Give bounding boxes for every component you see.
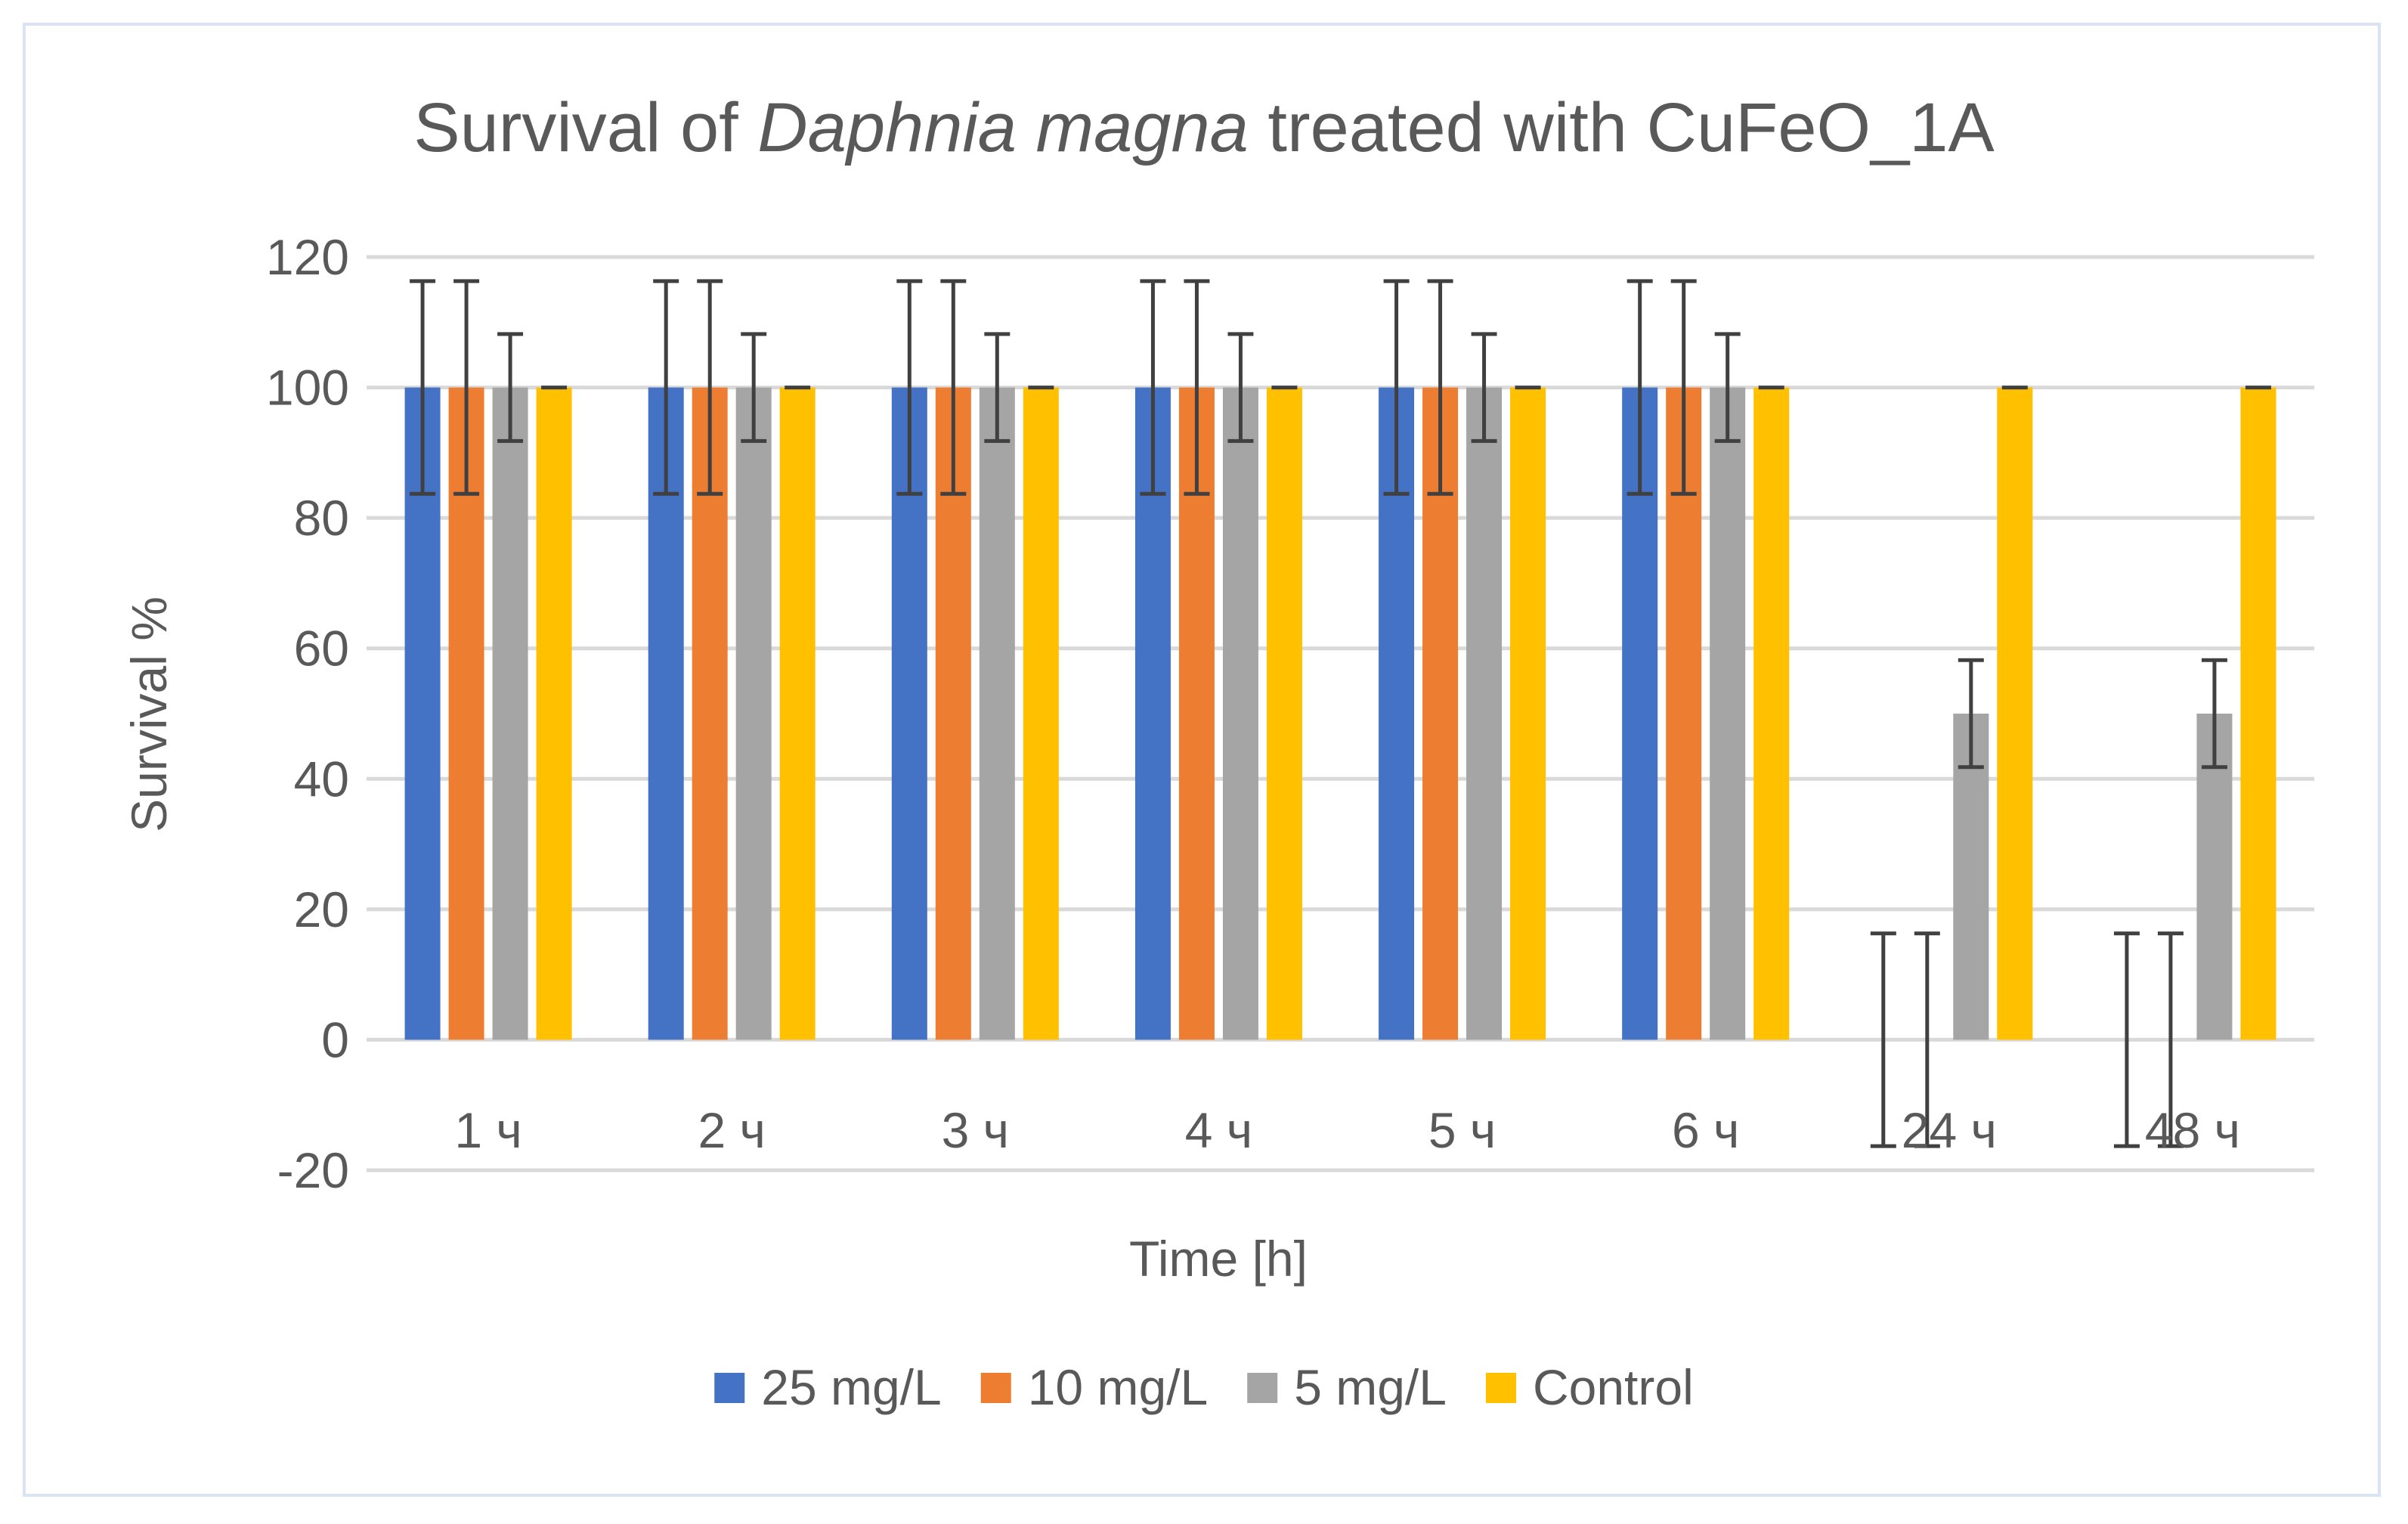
- bar: [648, 387, 684, 1040]
- bar: [1379, 387, 1415, 1040]
- bar: [1134, 387, 1171, 1040]
- bar: [1753, 387, 1790, 1040]
- chart-title-after: treated with CuFeO_1A: [1249, 89, 1995, 166]
- y-tick-label: 80: [294, 490, 349, 546]
- bar: [1422, 387, 1459, 1040]
- bar: [1622, 387, 1658, 1040]
- bar: [448, 387, 484, 1040]
- gridlines: [367, 255, 2314, 1172]
- bar: [404, 387, 441, 1040]
- bar: [891, 387, 927, 1040]
- error-bar: [1670, 279, 1697, 496]
- x-tick-label: 4 ч: [1185, 1102, 1252, 1158]
- bar: [1023, 387, 1059, 1040]
- error-bar: [2113, 931, 2140, 1148]
- error-bar: [741, 332, 767, 443]
- y-tick-label: 0: [321, 1011, 349, 1067]
- error-bar: [2201, 658, 2227, 770]
- x-tick-label: 1 ч: [454, 1102, 522, 1158]
- error-bars: [410, 279, 2271, 1148]
- legend-item: 5 mg/L: [1247, 1359, 1447, 1415]
- y-tick-label: 60: [294, 621, 349, 677]
- y-tick-label: 20: [294, 881, 349, 937]
- legend-item: 25 mg/L: [714, 1359, 942, 1415]
- chart-title-species: Daphnia magna: [757, 89, 1249, 166]
- legend-label: 10 mg/L: [1028, 1359, 1208, 1415]
- bar: [2240, 387, 2276, 1040]
- chart-title: Survival of Daphnia magna treated with C…: [413, 89, 1995, 166]
- bar: [1222, 387, 1258, 1040]
- error-bar: [984, 332, 1011, 443]
- error-bar: [1427, 279, 1453, 496]
- y-axis-title: Survival %: [121, 596, 177, 832]
- bars: [404, 387, 2276, 1040]
- bar: [492, 387, 528, 1040]
- bar: [735, 387, 772, 1040]
- error-bar: [1870, 931, 1896, 1148]
- bar: [779, 387, 816, 1040]
- error-bar: [1227, 332, 1254, 443]
- x-tick-label: 5 ч: [1428, 1102, 1496, 1158]
- error-bar: [1714, 332, 1741, 443]
- legend-swatch: [714, 1373, 745, 1403]
- error-bar: [1140, 279, 1166, 496]
- x-axis-title: Time [h]: [1129, 1231, 1308, 1287]
- bar: [1666, 387, 1702, 1040]
- bar: [1178, 387, 1215, 1040]
- bar: [692, 387, 728, 1040]
- bar: [979, 387, 1015, 1040]
- error-bar: [1184, 279, 1210, 496]
- bar: [1266, 387, 1302, 1040]
- x-tick-label: 24 ч: [1902, 1102, 1997, 1158]
- bar: [1710, 387, 1746, 1040]
- legend-swatch: [980, 1373, 1011, 1403]
- error-bar: [653, 279, 679, 496]
- bar: [536, 387, 572, 1040]
- x-axis-tick-labels: 1 ч 2 ч 3 ч 4 ч 5 ч 6 ч 24 ч 48 ч: [454, 1102, 2240, 1158]
- legend-item: 10 mg/L: [980, 1359, 1208, 1415]
- error-bar: [497, 332, 524, 443]
- error-bar: [940, 279, 967, 496]
- x-tick-label: 3 ч: [942, 1102, 1009, 1158]
- bar: [1510, 387, 1546, 1040]
- y-axis-tick-labels: -20 0 20 40 60 80 100 120: [266, 229, 349, 1198]
- legend-swatch: [1247, 1373, 1278, 1403]
- error-bar: [1383, 279, 1410, 496]
- error-bar: [1958, 658, 1984, 770]
- x-tick-label: 2 ч: [698, 1102, 765, 1158]
- error-bar: [453, 279, 480, 496]
- error-bar: [697, 279, 723, 496]
- error-bar: [410, 279, 436, 496]
- x-tick-label: 6 ч: [1672, 1102, 1739, 1158]
- bar: [935, 387, 971, 1040]
- y-tick-label: -20: [277, 1142, 349, 1198]
- error-bar: [896, 279, 923, 496]
- bar: [1466, 387, 1503, 1040]
- error-bar: [1626, 279, 1653, 496]
- legend-label: 25 mg/L: [761, 1359, 941, 1415]
- legend-swatch: [1485, 1373, 1516, 1403]
- chart-title-before: Survival of: [413, 89, 757, 166]
- error-bar: [1914, 931, 1940, 1148]
- legend-label: 5 mg/L: [1294, 1359, 1447, 1415]
- y-tick-label: 120: [266, 229, 349, 285]
- x-tick-label: 48 ч: [2145, 1102, 2240, 1158]
- error-bar: [2157, 931, 2184, 1148]
- bar: [1997, 387, 2033, 1040]
- legend-label: Control: [1533, 1359, 1694, 1415]
- y-tick-label: 40: [294, 751, 349, 807]
- legend: 25 mg/L 10 mg/L 5 mg/L Control: [714, 1359, 1694, 1415]
- y-tick-label: 100: [266, 360, 349, 416]
- legend-item: Control: [1485, 1359, 1694, 1415]
- error-bar: [1471, 332, 1497, 443]
